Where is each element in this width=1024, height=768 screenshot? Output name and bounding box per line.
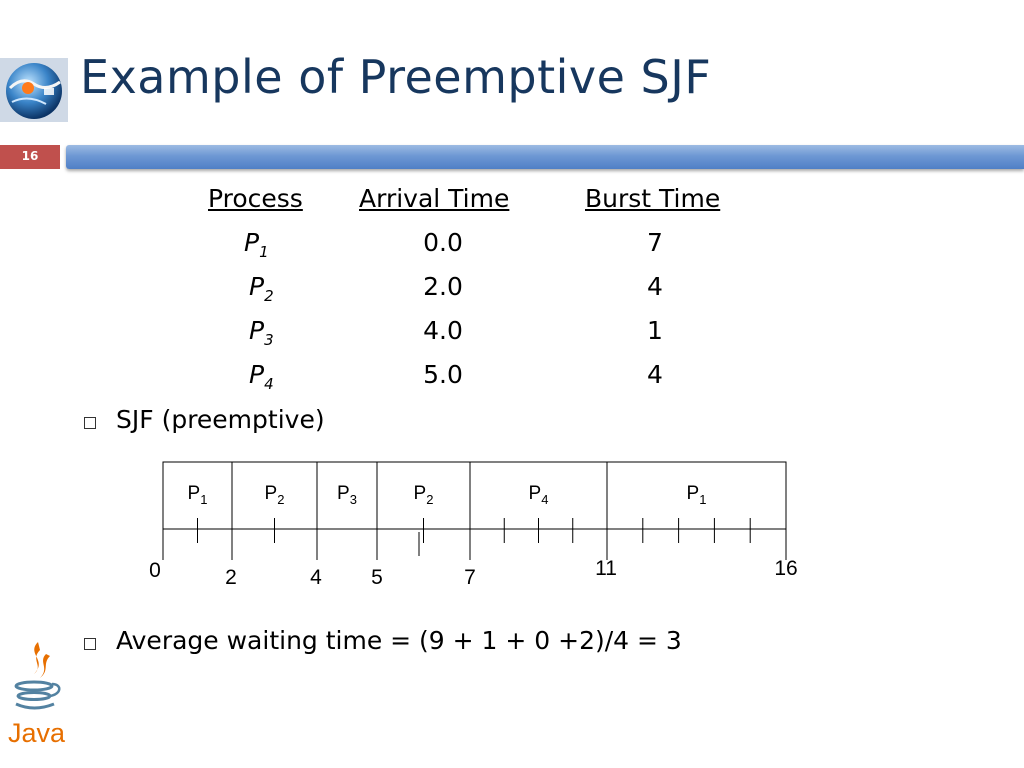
globe-logo-icon — [0, 58, 68, 122]
arrival-cell: 0.0 — [423, 228, 463, 257]
burst-cell: 4 — [647, 272, 663, 301]
bullet-square-icon — [84, 638, 96, 650]
gantt-time-label: 5 — [371, 566, 383, 589]
process-cell: P4 — [249, 360, 274, 393]
gantt-segment-label: P2 — [265, 483, 285, 507]
process-cell: P2 — [249, 272, 274, 305]
header-burst-time: Burst Time — [585, 184, 721, 213]
gantt-time-label: 16 — [774, 557, 797, 580]
gantt-segment-label: P1 — [188, 483, 208, 507]
gantt-segment-label: P3 — [337, 483, 357, 507]
gantt-segment-label: P2 — [414, 483, 434, 507]
gantt-time-label: 0 — [149, 559, 161, 582]
title-divider-bar — [66, 145, 1024, 169]
burst-cell: 7 — [647, 228, 663, 257]
gantt-segment-label: P4 — [529, 483, 549, 507]
process-cell: P3 — [249, 316, 274, 349]
header-arrival-time: Arrival Time — [359, 184, 510, 213]
slide-title: Example of Preemptive SJF — [80, 50, 712, 104]
arrival-cell: 2.0 — [423, 272, 463, 301]
bullet-text: Average waiting time = (9 + 1 + 0 +2)/4 … — [116, 626, 682, 655]
arrival-cell: 5.0 — [423, 360, 463, 389]
burst-cell: 1 — [647, 316, 663, 345]
slide-number: 16 — [0, 145, 60, 169]
gantt-segment-label: P1 — [687, 483, 707, 507]
gantt-time-label: 4 — [310, 566, 322, 589]
header-process: Process — [208, 184, 303, 213]
gantt-time-label: 11 — [595, 557, 617, 580]
gantt-time-label: 7 — [464, 566, 476, 589]
process-cell: P1 — [244, 228, 269, 261]
bullet-text: SJF (preemptive) — [116, 405, 325, 434]
gantt-time-label: 2 — [225, 566, 237, 589]
arrival-cell: 4.0 — [423, 316, 463, 345]
java-logo-icon: Java — [4, 640, 66, 748]
gantt-frame — [162, 461, 787, 530]
burst-cell: 4 — [647, 360, 663, 389]
svg-text:Java: Java — [8, 718, 66, 748]
bullet-square-icon — [84, 417, 96, 429]
